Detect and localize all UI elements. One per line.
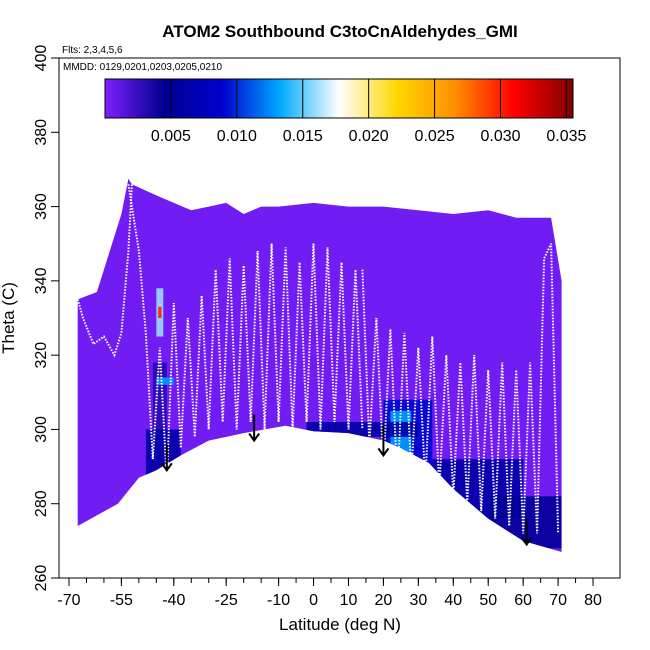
y-tick-label: 320 bbox=[33, 342, 50, 369]
colorbar-tick-label: 0.015 bbox=[283, 128, 323, 145]
x-tick-label: -55 bbox=[110, 592, 133, 609]
colorbar: 0.005 0.010 0.015 0.020 0.025 0.030 0.035 bbox=[105, 79, 587, 145]
chart-title: ATOM2 Southbound C3toCnAldehydes_GMI bbox=[162, 22, 517, 41]
flights-note: Flts: 2,3,4,5,6 bbox=[62, 45, 123, 56]
x-tick-label: -40 bbox=[162, 592, 185, 609]
colorbar-tick-label: 0.030 bbox=[480, 128, 520, 145]
x-tick-label: -70 bbox=[57, 592, 80, 609]
y-axis-label: Theta (C) bbox=[0, 282, 18, 354]
x-axis-label: Latitude (deg N) bbox=[279, 615, 401, 634]
x-tick-label: -10 bbox=[267, 592, 290, 609]
y-tick-label: 360 bbox=[33, 193, 50, 220]
x-tick-label: 0 bbox=[309, 592, 318, 609]
x-tick-label: 70 bbox=[549, 592, 567, 609]
chart-canvas: ATOM2 Southbound C3toCnAldehydes_GMI Flt… bbox=[0, 0, 650, 650]
x-tick-label: 60 bbox=[514, 592, 532, 609]
x-tick-label: -25 bbox=[215, 592, 238, 609]
colorbar-tick-label: 0.005 bbox=[151, 128, 191, 145]
y-tick-label: 340 bbox=[33, 267, 50, 294]
y-tick-label: 280 bbox=[33, 490, 50, 517]
x-axis: -70 -55 -40 -25 -10 0 10 20 30 40 50 60 70 80 bbox=[57, 578, 602, 609]
x-tick-label: 30 bbox=[409, 592, 427, 609]
colorbar-tick-label: 0.035 bbox=[546, 128, 586, 145]
y-tick-label: 400 bbox=[33, 45, 50, 72]
colorbar-gradient bbox=[105, 79, 573, 118]
colorbar-tick-label: 0.025 bbox=[415, 128, 455, 145]
x-tick-label: 40 bbox=[444, 592, 462, 609]
field-patch bbox=[158, 307, 161, 318]
x-tick-label: 50 bbox=[479, 592, 497, 609]
colorbar-tick-label: 0.020 bbox=[349, 128, 389, 145]
x-tick-label: 80 bbox=[584, 592, 602, 609]
x-tick-label: 20 bbox=[375, 592, 393, 609]
dates-note: MMDD: 0129,0201,0203,0205,0210 bbox=[63, 62, 222, 73]
y-tick-label: 380 bbox=[33, 119, 50, 146]
x-tick-label: 10 bbox=[340, 592, 358, 609]
concentration-field bbox=[78, 179, 562, 552]
colorbar-tick-label: 0.010 bbox=[217, 128, 257, 145]
y-axis: 260 280 300 320 340 360 380 400 bbox=[33, 45, 59, 592]
y-tick-label: 300 bbox=[33, 416, 50, 443]
y-tick-label: 260 bbox=[33, 565, 50, 592]
